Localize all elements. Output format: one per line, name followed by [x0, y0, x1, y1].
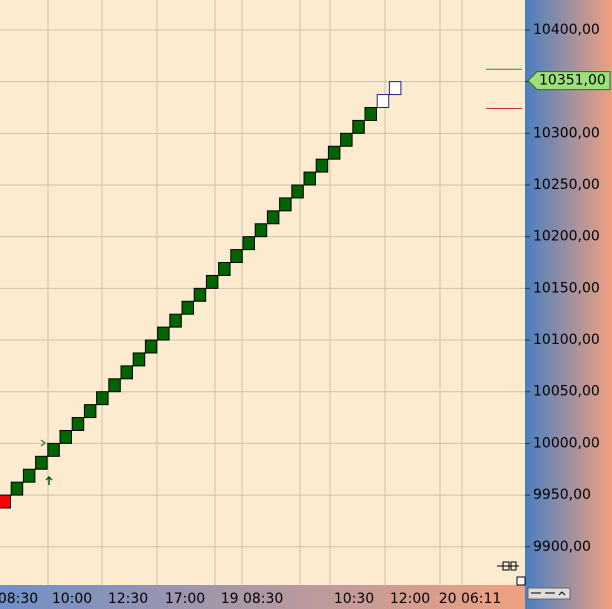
brick: [83, 404, 97, 419]
brick: [315, 158, 329, 173]
brick: [242, 236, 255, 251]
brick: [279, 197, 292, 212]
brick: [352, 119, 365, 134]
x-tick-label: 17:00: [165, 591, 205, 607]
x-tick-label: 20 06:11: [439, 591, 502, 607]
brick: [218, 262, 231, 276]
brick: [340, 132, 353, 147]
y-tick-label: 9950,00: [533, 487, 591, 503]
y-tick-label: 10400,00: [533, 22, 600, 38]
y-tick-label: 10050,00: [533, 384, 600, 400]
brick: [132, 352, 146, 367]
brick: [35, 455, 48, 470]
brick: [327, 145, 341, 160]
brick: [205, 274, 219, 289]
x-tick-label: 12:00: [390, 591, 430, 607]
brick: [22, 468, 36, 483]
brick: [291, 184, 304, 199]
y-tick-label: 10250,00: [533, 177, 600, 193]
y-axis-panel: [525, 0, 612, 609]
price-marker: [527, 71, 611, 91]
bricks: [0, 81, 402, 509]
brick: [0, 494, 11, 509]
brick: [376, 94, 390, 108]
brick: [47, 442, 60, 457]
brick: [181, 300, 194, 315]
y-tick-label: 9900,00: [533, 539, 591, 555]
brick: [71, 417, 85, 431]
x-tick-label: 10:30: [334, 591, 374, 607]
y-tick-label: 10150,00: [533, 280, 600, 296]
brick: [10, 481, 24, 496]
signal-marker: [40, 439, 47, 447]
x-tick-label: 10:00: [52, 591, 92, 607]
brick: [59, 429, 72, 444]
brick: [169, 313, 182, 328]
x-tick-label: 19 08:30: [221, 591, 284, 607]
y-tick-label: 10100,00: [533, 332, 600, 348]
x-tick-label: 08:30: [0, 591, 38, 607]
brick: [157, 326, 170, 341]
corner-button[interactable]: [516, 576, 526, 586]
brick: [120, 365, 133, 380]
price-label: 10351,00: [539, 73, 606, 89]
brick: [108, 378, 121, 393]
scroll-buttons[interactable]: [527, 587, 571, 600]
brick: [254, 223, 268, 238]
brick: [266, 210, 280, 225]
brick: [388, 81, 402, 96]
brick: [96, 391, 109, 406]
brick: [193, 287, 207, 302]
brick: [144, 339, 158, 354]
signal-arrow: [45, 475, 53, 485]
grid: [0, 0, 525, 585]
y-tick-label: 10200,00: [533, 229, 600, 245]
x-tick-label: 12:30: [108, 591, 148, 607]
y-tick-label: 10300,00: [533, 125, 600, 141]
zoom-icon[interactable]: [497, 561, 519, 571]
y-tick-label: 10000,00: [533, 435, 600, 451]
x-axis-panel: [0, 585, 525, 609]
brick: [230, 249, 243, 264]
brick: [364, 106, 377, 121]
brick: [303, 171, 316, 186]
plot-area: [0, 0, 525, 585]
